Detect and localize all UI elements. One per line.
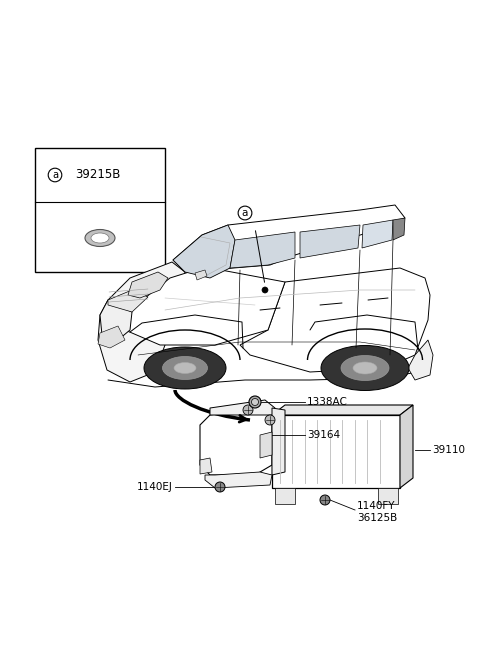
- Circle shape: [262, 287, 268, 293]
- Ellipse shape: [353, 362, 377, 374]
- Circle shape: [265, 415, 275, 425]
- Ellipse shape: [174, 362, 196, 373]
- Ellipse shape: [341, 356, 389, 381]
- Ellipse shape: [163, 356, 207, 379]
- Polygon shape: [128, 272, 168, 298]
- Ellipse shape: [144, 347, 226, 389]
- Text: 36125B: 36125B: [357, 513, 397, 523]
- Polygon shape: [210, 400, 275, 415]
- Polygon shape: [195, 270, 207, 280]
- Text: 1338AC: 1338AC: [307, 397, 348, 407]
- Polygon shape: [300, 225, 360, 258]
- Bar: [378, 488, 398, 504]
- Polygon shape: [272, 405, 413, 415]
- Polygon shape: [100, 300, 132, 340]
- Polygon shape: [98, 262, 185, 382]
- Polygon shape: [200, 458, 212, 474]
- Polygon shape: [230, 232, 295, 268]
- Bar: [272, 415, 400, 488]
- Polygon shape: [173, 225, 235, 278]
- Polygon shape: [98, 326, 125, 348]
- Polygon shape: [205, 472, 272, 488]
- Polygon shape: [200, 408, 272, 475]
- Polygon shape: [272, 408, 285, 475]
- Ellipse shape: [85, 229, 115, 246]
- Polygon shape: [362, 220, 393, 248]
- Circle shape: [243, 405, 253, 415]
- Text: 39110: 39110: [432, 445, 465, 455]
- Ellipse shape: [321, 345, 409, 390]
- Text: 39215B: 39215B: [75, 168, 120, 181]
- Polygon shape: [173, 205, 405, 272]
- Ellipse shape: [91, 233, 109, 243]
- Text: 39164: 39164: [307, 430, 340, 440]
- Text: a: a: [242, 208, 248, 218]
- Polygon shape: [125, 267, 285, 345]
- Circle shape: [320, 495, 330, 505]
- Bar: [35, 148, 165, 272]
- Circle shape: [252, 398, 259, 405]
- Polygon shape: [393, 218, 405, 240]
- Text: 1140EJ: 1140EJ: [137, 482, 173, 492]
- Bar: [275, 488, 295, 504]
- Text: 1140FY: 1140FY: [357, 501, 396, 511]
- Polygon shape: [400, 405, 413, 488]
- Polygon shape: [240, 268, 430, 372]
- Polygon shape: [260, 432, 272, 458]
- Polygon shape: [408, 340, 433, 380]
- Circle shape: [215, 482, 225, 492]
- Circle shape: [249, 396, 261, 408]
- Text: a: a: [52, 170, 58, 180]
- Polygon shape: [108, 290, 148, 312]
